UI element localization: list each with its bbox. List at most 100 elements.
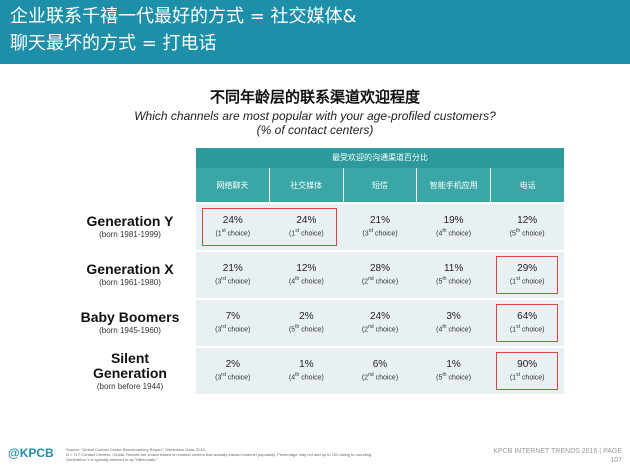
header-banner: 企业联系千禧一代最好的方式 = 社交媒体& 聊天最坏的方式 = 打电话 (0, 0, 630, 64)
choice-rank: 3 (217, 326, 222, 334)
table-title-band: 最受欢迎的沟通渠道百分比 (196, 148, 564, 168)
column-header: 电话 (491, 168, 564, 202)
choice-word: choice (522, 230, 543, 238)
first-choice-highlight (496, 352, 558, 390)
choice-rank: 1 (217, 230, 222, 238)
choice-rank: 2 (364, 326, 369, 334)
choice-word: choice (375, 374, 396, 382)
table-cell: 29% (1st choice) (490, 252, 564, 298)
choice-word: choice (448, 278, 469, 286)
choice-suffix: st (516, 276, 520, 283)
table-cell: 24% (1st choice) (196, 204, 270, 250)
cell-choice: (4th choice) (288, 276, 324, 286)
choice-word: choice (375, 230, 396, 238)
cell-value: 24% (222, 215, 243, 227)
page-title-line2: 聊天最坏的方式 = 打电话 (10, 33, 217, 54)
choice-rank: 1 (512, 278, 517, 286)
choice-rank: 1 (512, 326, 517, 334)
footer-page-label: PAGE (603, 448, 622, 455)
cell-value: 12% (296, 263, 317, 275)
cell-choice: (1st choice) (289, 228, 324, 238)
cell-choice: (5th choice) (509, 228, 545, 238)
choice-word: choice (521, 278, 543, 286)
table-cell: 1% (4th choice) (270, 348, 344, 394)
page-number: 107 (610, 457, 622, 464)
column-header: 智能手机应用 (417, 168, 492, 202)
footer-brand-text: KPCB INTERNET TRENDS 2016 (493, 448, 598, 455)
choice-word: choice (227, 326, 249, 334)
choice-word: choice (227, 230, 248, 238)
choice-suffix: th (442, 228, 447, 235)
table-cell: 28% (2nd choice) (343, 252, 417, 298)
choice-rank: 5 (512, 230, 516, 238)
choice-word: choice (301, 230, 322, 238)
choice-rank: 3 (364, 230, 369, 238)
cell-value: 24% (369, 311, 390, 323)
cell-choice: (2nd choice) (361, 324, 399, 334)
column-header-row: 网络聊天 社交媒体 短信 智能手机应用 电话 (196, 168, 564, 202)
choice-word: choice (375, 278, 396, 286)
choice-word: choice (375, 326, 396, 334)
first-choice-highlight (496, 256, 558, 294)
choice-suffix: th (442, 372, 447, 379)
choice-rank: 1 (512, 374, 517, 382)
chart-subtitle-en: Which channels are most popular with you… (0, 109, 630, 137)
choice-suffix: rd (221, 276, 226, 283)
cell-value: 2% (225, 359, 241, 371)
generation-born: (born 1961-1980) (99, 278, 161, 287)
cell-value: 29% (517, 263, 538, 275)
choice-rank: 5 (438, 278, 443, 286)
kpcb-logo: @KPCB (8, 446, 54, 460)
choice-word: choice (301, 278, 322, 286)
source-line1: Source: "Global Contact Center Benchmark… (66, 447, 207, 452)
table-row: 7% (3rd choice) 2% (5th choice) 24% (2nd choi… (196, 300, 564, 346)
cell-choice: (4th choice) (436, 324, 472, 334)
cell-choice: (2nd choice) (361, 276, 399, 286)
cell-value: 24% (296, 215, 317, 227)
choice-rank: 4 (438, 326, 443, 334)
choice-suffix: th (442, 276, 447, 283)
table-cell: 1% (5th choice) (417, 348, 491, 394)
cell-choice: (4th choice) (436, 228, 472, 238)
table-row: 21% (3rd choice) 12% (4th choice) 28% (2nd ch… (196, 252, 564, 298)
cell-value: 64% (517, 311, 538, 323)
cell-value: 11% (443, 263, 464, 275)
choice-word: choice (521, 326, 543, 334)
choice-suffix: rd (221, 324, 226, 331)
table-cell: 2% (3rd choice) (196, 348, 270, 394)
choice-suffix: st (516, 372, 520, 379)
cell-choice: (5th choice) (436, 276, 472, 286)
footer-separator: | (599, 448, 602, 455)
choice-suffix: st (221, 228, 226, 235)
table-title: 最受欢迎的沟通渠道百分比 (332, 153, 428, 162)
table-cell: 64% (1st choice) (490, 300, 564, 346)
choice-rank: 5 (291, 326, 296, 334)
cell-choice: (3rd choice) (215, 372, 251, 382)
choice-suffix: nd (368, 276, 374, 283)
cell-choice: (1st choice) (215, 228, 251, 238)
choice-word: choice (448, 326, 469, 334)
cell-choice: (5th choice) (436, 372, 472, 382)
footer-brand: KPCB INTERNET TRENDS 2016 | PAGE 107 (493, 447, 622, 465)
cell-value: 90% (517, 359, 538, 371)
cell-value: 6% (372, 359, 388, 371)
choice-rank: 1 (291, 230, 296, 238)
table-cell: 3% (4th choice) (417, 300, 491, 346)
choice-suffix: nd (368, 324, 374, 331)
cell-value: 21% (369, 215, 390, 227)
table-row: 2% (3rd choice) 1% (4th choice) 6% (2nd choic… (196, 348, 564, 394)
table-cell: 21% (3rd choice) (196, 252, 270, 298)
page-title: 企业联系千禧一代最好的方式 = 社交媒体& 聊天最坏的方式 = 打电话 (10, 3, 620, 57)
channel-table: 最受欢迎的沟通渠道百分比 网络聊天 社交媒体 短信 智能手机应用 电话 24% (1st … (196, 148, 564, 402)
choice-word: choice (448, 374, 469, 382)
generation-born: (born before 1944) (96, 381, 164, 391)
choice-suffix: rd (368, 228, 374, 235)
cell-choice: (4th choice) (288, 372, 324, 382)
generation-label: Generation Y (born 1981-1999) (60, 214, 200, 240)
column-header: 短信 (343, 168, 418, 202)
table-cell: 7% (3rd choice) (196, 300, 270, 346)
cell-choice: (2nd choice) (361, 372, 399, 382)
cell-choice: (1st choice) (509, 372, 545, 382)
table-cell: 24% (1st choice) (270, 204, 344, 250)
table-cell: 19% (4th choice) (417, 204, 491, 250)
